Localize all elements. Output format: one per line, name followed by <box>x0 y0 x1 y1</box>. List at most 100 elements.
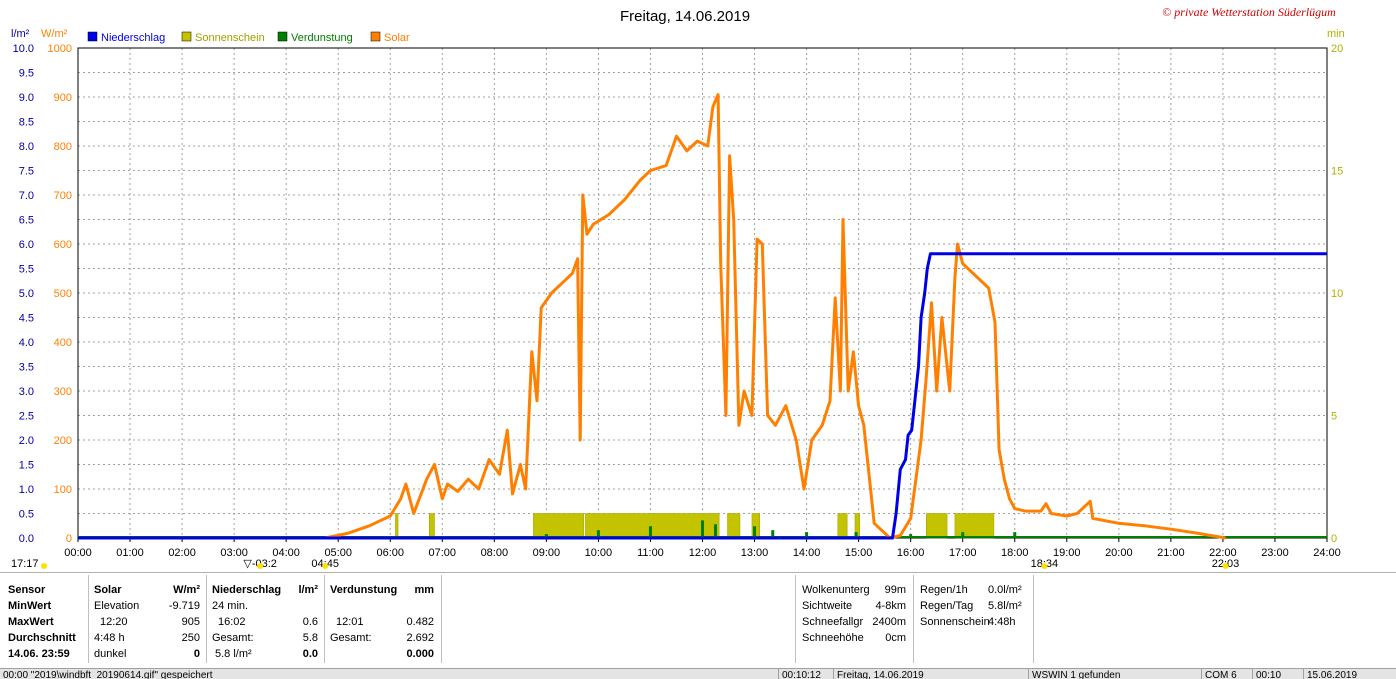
solar-avg-value: 250 <box>181 632 200 644</box>
evaporation-bar <box>544 534 548 538</box>
minutes-tick-label: 15 <box>1331 166 1343 178</box>
precip-max-time: 16:02 <box>218 616 246 628</box>
x-tick-label: 12:00 <box>689 547 717 559</box>
schneehoehe-label: Schneehöhe <box>802 632 864 644</box>
evap-head: Verdunstung <box>330 584 398 596</box>
schneehoehe-value: 0cm <box>885 632 906 644</box>
legend-swatch <box>87 31 98 42</box>
x-tick-label: 14:00 <box>793 547 821 559</box>
solar-line <box>324 93 1226 540</box>
date-label: 14.06. 23:59 <box>8 648 70 660</box>
evaporation-bar <box>701 520 704 538</box>
x-tick-label: 02:00 <box>168 547 196 559</box>
time-marker-dot <box>1041 563 1048 569</box>
sicht-value: 4-8km <box>875 600 906 612</box>
evap-max-time: 12:01 <box>336 616 364 628</box>
legend-swatch <box>277 31 288 42</box>
solar-tick-label: 300 <box>54 386 72 398</box>
precip-tick-label: 8.0 <box>19 141 34 153</box>
x-tick-label: 15:00 <box>845 547 873 559</box>
divider <box>324 575 325 663</box>
evaporation-bar <box>771 530 775 538</box>
evap-gesamt-value: 2.692 <box>406 632 434 644</box>
solar-avg-time: 4:48 h <box>94 632 125 644</box>
evaporation-bar <box>753 526 757 538</box>
divider <box>913 575 914 663</box>
precip-tick-label: 5.0 <box>19 288 34 300</box>
status-bar: 00:00 "2019\windbft_20190614.gif" gespei… <box>0 668 1396 679</box>
durchschnitt-label: Durchschnitt <box>8 632 76 644</box>
divider <box>795 575 796 663</box>
evaporation-bar <box>596 530 600 538</box>
minutes-tick-label: 0 <box>1331 533 1337 545</box>
evaporation-bar <box>854 532 858 538</box>
precip-tick-label: 8.5 <box>19 117 34 129</box>
legend-label: Verdunstung <box>291 32 353 44</box>
sonne-label: Sonnenschein <box>920 616 990 628</box>
x-tick-label: 18:00 <box>1001 547 1029 559</box>
sunshine-block <box>954 513 995 539</box>
x-tick-label: 23:00 <box>1261 547 1289 559</box>
precip-tick-label: 0.5 <box>19 509 34 521</box>
solar-tick-label: 400 <box>54 337 72 349</box>
divider <box>1033 575 1034 663</box>
weather-chart: Freitag, 14.06.2019 © private Wetterstat… <box>11 5 1345 570</box>
x-tick-label: 05:00 <box>324 547 352 559</box>
status-date2: 15.06.2019 <box>1303 669 1396 679</box>
precip-total2: 0.0 <box>302 648 318 660</box>
legend-swatch <box>181 31 192 42</box>
wolken-label: Wolkenunterg <box>802 584 870 596</box>
precip-tick-label: 7.5 <box>19 166 34 178</box>
precip-max-value: 0.6 <box>302 616 318 628</box>
x-tick-label: 08:00 <box>481 547 509 559</box>
divider <box>88 575 89 663</box>
precip-tick-label: 2.0 <box>19 435 34 447</box>
sunshine-block <box>926 513 948 539</box>
precip-tick-label: 6.0 <box>19 239 34 251</box>
precip-tick-label: 1.0 <box>19 484 34 496</box>
solar-unit-label: W/m² <box>41 28 68 40</box>
dunkel-label: dunkel <box>94 648 127 660</box>
minutes-tick-label: 5 <box>1331 411 1337 423</box>
sunshine-block <box>585 513 720 539</box>
x-tick-label: 01:00 <box>116 547 144 559</box>
x-tick-label: 17:00 <box>949 547 977 559</box>
copyright-text: © private Wetterstation Süderlügum <box>1162 5 1336 19</box>
divider <box>206 575 207 663</box>
legend-label: Solar <box>384 32 410 44</box>
evap-max-value: 0.482 <box>406 616 434 628</box>
legend-label: Sonnenschein <box>195 32 265 44</box>
x-tick-label: 06:00 <box>376 547 404 559</box>
solar-tick-label: 500 <box>54 288 72 300</box>
sonne-value: 4:48h <box>988 616 1016 628</box>
regen1h-label: Regen/1h <box>920 584 968 596</box>
evap-unit: mm <box>414 584 434 596</box>
precip-tick-label: 7.0 <box>19 190 34 202</box>
sunshine-block <box>727 513 741 539</box>
info-panel: Sensor MinWert MaxWert Durchschnitt 14.0… <box>0 572 1396 669</box>
status-date: Freitag, 14.06.2019 <box>833 669 1027 679</box>
chart-area: Freitag, 14.06.2019 © private Wetterstat… <box>0 0 1396 572</box>
sicht-label: Sichtweite <box>802 600 853 612</box>
precip-gesamt-value: 5.8 <box>302 632 318 644</box>
x-tick-label: 03:00 <box>220 547 248 559</box>
minutes-unit-label: min <box>1327 28 1345 40</box>
solar-series <box>324 93 1226 540</box>
solar-tick-label: 700 <box>54 190 72 202</box>
precip-tick-label: 3.0 <box>19 386 34 398</box>
precip-tick-label: 5.5 <box>19 264 34 276</box>
precip-tick-label: 3.5 <box>19 362 34 374</box>
precip-tick-label: 1.5 <box>19 460 34 472</box>
precip-total: 5.8 l/m² <box>215 648 252 660</box>
sunshine-block <box>429 513 435 539</box>
x-tick-label: 10:00 <box>585 547 613 559</box>
schneefall-value: 2400m <box>872 616 906 628</box>
solar-tick-label: 100 <box>54 484 72 496</box>
time-marker-label: 17:17 <box>11 558 39 570</box>
solar-max-time: 12:20 <box>100 616 128 628</box>
x-tick-label: 13:00 <box>741 547 769 559</box>
dunkel-value: 0 <box>193 648 200 660</box>
precip-min-label: 24 min. <box>212 600 249 612</box>
sunshine-series <box>395 513 995 539</box>
regentag-value: 5.8l/m² <box>988 600 1022 612</box>
